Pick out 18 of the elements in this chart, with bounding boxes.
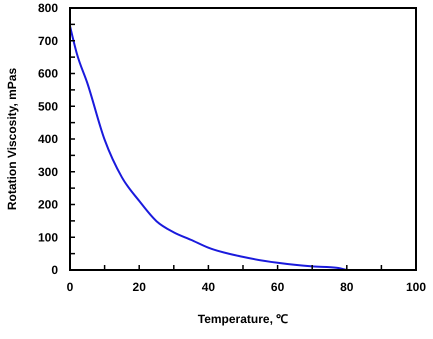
y-tick-label: 0 xyxy=(51,263,58,277)
y-tick-label: 200 xyxy=(38,198,58,212)
y-tick-label: 700 xyxy=(38,34,58,48)
y-tick-label: 100 xyxy=(38,230,58,244)
x-tick-label: 40 xyxy=(202,280,216,294)
x-tick-label: 80 xyxy=(340,280,354,294)
y-tick-label: 300 xyxy=(38,164,58,179)
x-tick-label: 100 xyxy=(406,280,426,294)
y-tick-label: 800 xyxy=(38,1,58,15)
x-tick-label: 0 xyxy=(66,280,74,294)
x-axis-title: Temperature, ℃ xyxy=(198,312,288,326)
x-tick-label: 60 xyxy=(270,280,285,294)
y-tick-label: 600 xyxy=(38,66,58,80)
line-series xyxy=(69,25,348,271)
x-tick-label: 20 xyxy=(132,280,146,294)
y-axis-title: Rotation Viscosity, mPas xyxy=(5,68,19,210)
y-tick-label: 500 xyxy=(38,99,58,114)
y-tick-label: 400 xyxy=(38,132,58,146)
